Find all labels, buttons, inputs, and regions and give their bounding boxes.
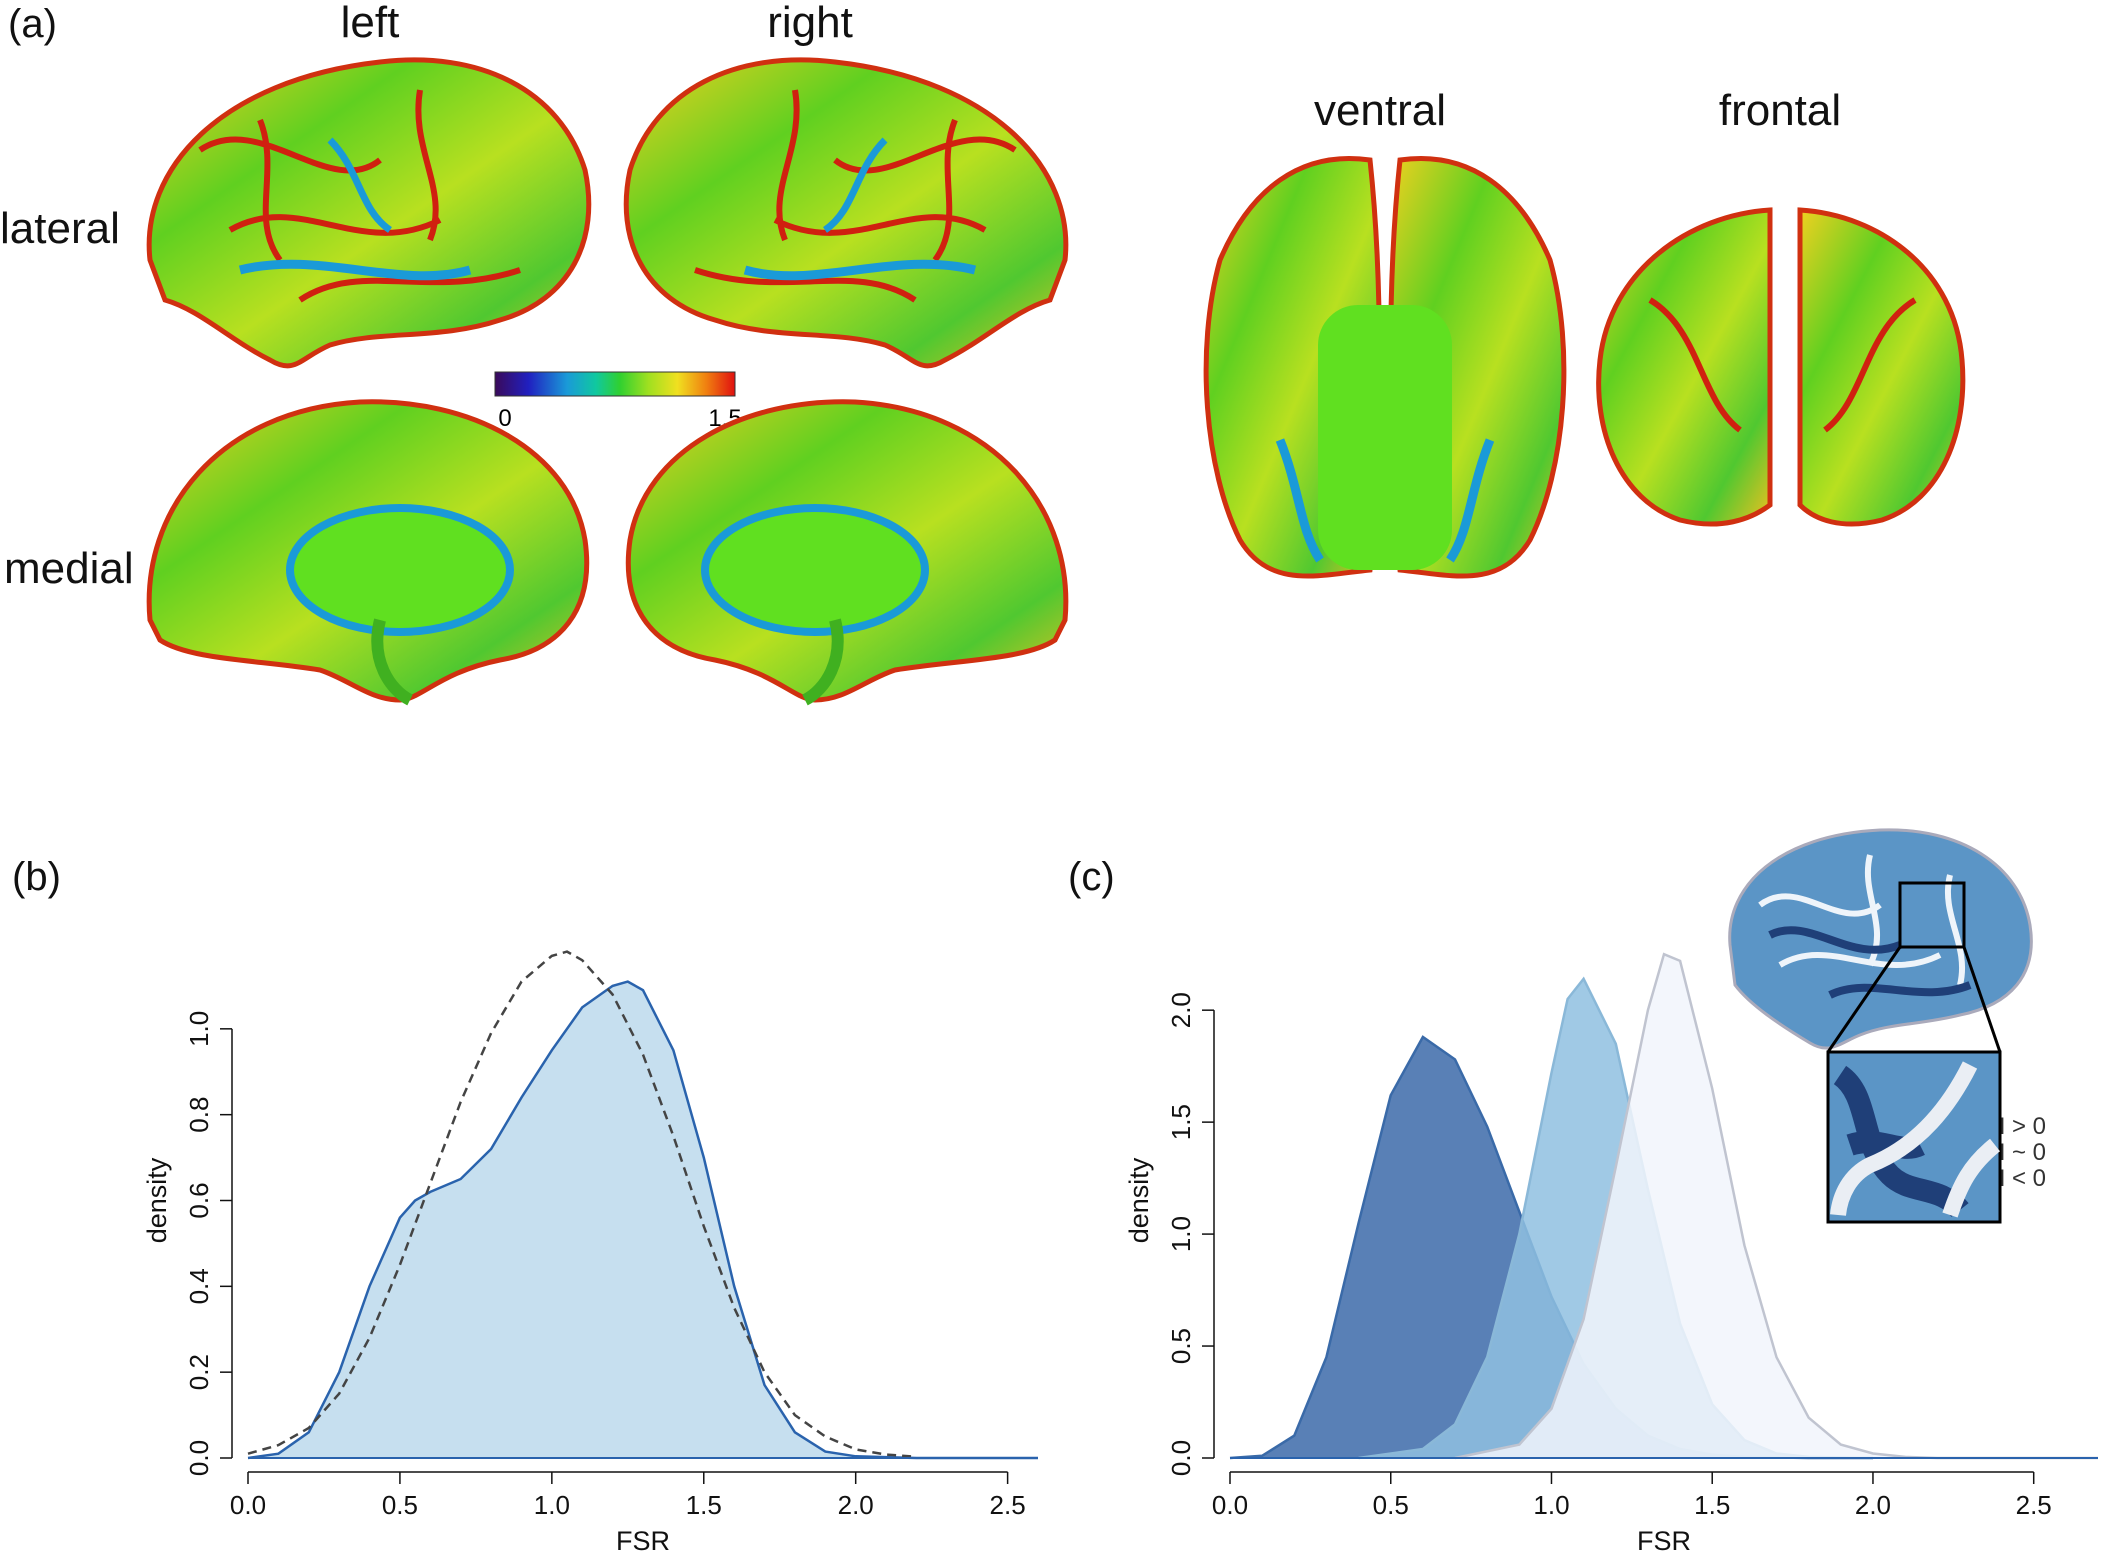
series-1-line <box>247 950 917 1458</box>
x-tick-label: 2.5 <box>990 1490 1026 1520</box>
view-label-left: left <box>340 0 400 47</box>
x-tick-label: 0.0 <box>230 1490 266 1520</box>
brain-right-lateral <box>623 57 1069 369</box>
brainstem-ventral <box>1318 305 1452 570</box>
y-tick-label: 1.0 <box>1166 1216 1196 1252</box>
panel-b-label: (b) <box>12 855 61 899</box>
view-label-right: right <box>767 0 853 47</box>
zoom-box <box>1898 881 1966 949</box>
x-tick-label: 0.5 <box>382 1490 418 1520</box>
view-label-frontal: frontal <box>1718 86 1842 135</box>
colorbar: 0 1.5 <box>494 371 742 432</box>
chart-b: 0.0 0.5 1.0 1.5 2.0 2.5 0.0 0.2 0.4 0.6 0.8 1.0 FSR d… <box>142 950 1038 1553</box>
series-0-area <box>1230 1037 1873 1458</box>
brain-frontal <box>1596 207 1966 527</box>
series-0-area <box>248 981 1038 1458</box>
x-axis-title: FSR <box>1637 1526 1691 1553</box>
inset-brain-zoom <box>1728 828 2033 1224</box>
x-axis-title: FSR <box>616 1526 670 1553</box>
x-tick-label: 0.5 <box>1373 1490 1409 1520</box>
corpus-callosum-right <box>701 504 929 636</box>
y-tick-label: 0.4 <box>184 1268 214 1304</box>
brain-left-medial <box>146 399 590 706</box>
brain-left-lateral <box>146 57 592 369</box>
x-tick-label: 0.0 <box>1212 1490 1248 1520</box>
view-label-ventral: ventral <box>1313 86 1447 135</box>
series-2-area <box>1455 954 2098 1458</box>
corpus-callosum-left <box>286 504 514 636</box>
view-label-medial: medial <box>4 544 134 593</box>
y-tick-label: 0.0 <box>184 1440 214 1476</box>
y-axis-title: density <box>1124 1157 1154 1243</box>
y-tick-label: 1.5 <box>1166 1104 1196 1140</box>
brain-ventral <box>1203 156 1567 579</box>
y-axis-title: density <box>142 1157 172 1243</box>
x-tick-label: 1.5 <box>686 1490 722 1520</box>
x-tick-label: 1.5 <box>1694 1490 1730 1520</box>
inset-zoom <box>1826 1050 2002 1224</box>
series-2-line <box>1454 952 2098 1460</box>
y-tick-label: 2.0 <box>1166 992 1196 1028</box>
x-tick-label: 1.0 <box>534 1490 570 1520</box>
series-0-line <box>247 980 1038 1460</box>
x-tick-label: 2.0 <box>1855 1490 1891 1520</box>
y-tick-label: 1.0 <box>184 1011 214 1047</box>
x-tick-label: 1.0 <box>1533 1490 1569 1520</box>
x-tick-label: 2.5 <box>2016 1490 2052 1520</box>
y-tick-label: 0.5 <box>1166 1328 1196 1364</box>
view-label-lateral: lateral <box>0 204 120 253</box>
panel-a-label: (a) <box>8 2 57 46</box>
colorbar-min-label: 0 <box>498 405 511 432</box>
x-tick-label: 2.0 <box>838 1490 874 1520</box>
y-tick-label: 0.6 <box>184 1182 214 1218</box>
y-tick-label: 0.2 <box>184 1354 214 1390</box>
y-tick-label: 0.0 <box>1166 1440 1196 1476</box>
colorbar-gradient <box>494 371 736 397</box>
panel-c-label: (c) <box>1068 855 1115 899</box>
y-tick-label: 0.8 <box>184 1097 214 1133</box>
brain-renderings: 0 1.5 <box>146 57 1966 706</box>
inset-brain <box>1728 828 2033 1053</box>
brain-right-medial <box>625 399 1069 706</box>
